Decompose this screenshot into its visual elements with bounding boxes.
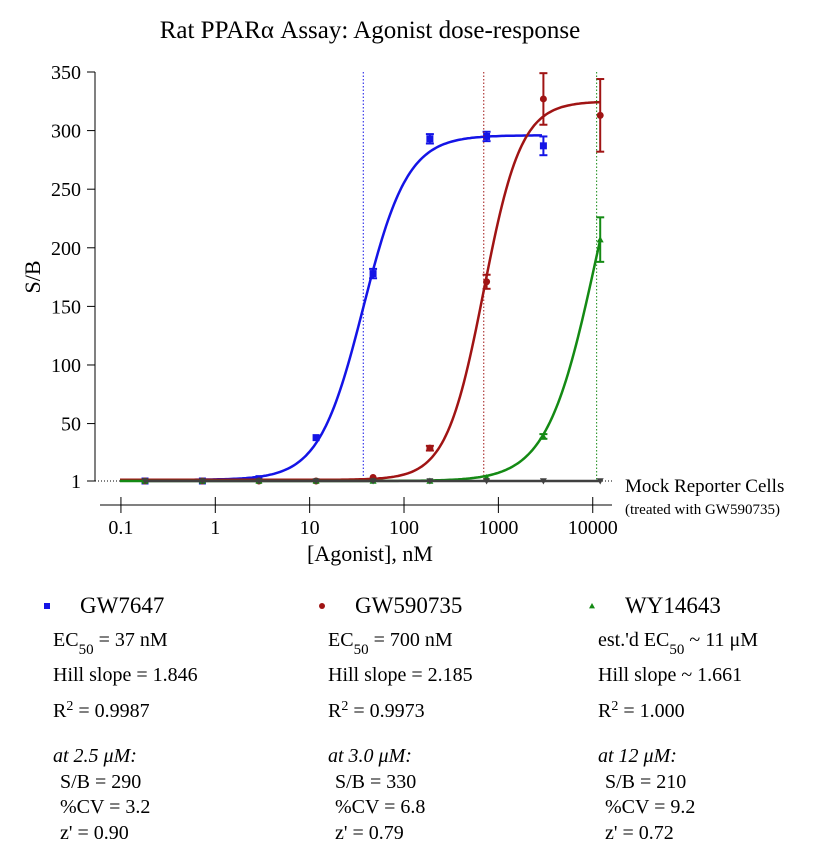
- stat-line: S/B = 330: [335, 771, 416, 793]
- stat-line: at 12 μM:: [598, 745, 677, 767]
- x-axis-label: [Agonist], nM: [307, 541, 433, 566]
- stat-text: = 0.9973: [348, 700, 424, 722]
- data-point: [596, 236, 604, 243]
- stat-text: R: [598, 700, 612, 722]
- data-point: [596, 478, 604, 485]
- data-point: [539, 432, 547, 440]
- data-point: [198, 478, 206, 485]
- x-tick-label: 100: [389, 517, 419, 539]
- stat-script: 2: [66, 699, 73, 714]
- x-tick-label: 0.1: [108, 517, 133, 539]
- data-point: [312, 478, 320, 485]
- y-tick-label: 1: [71, 471, 81, 493]
- stat-line: R2 = 1.000: [598, 699, 685, 723]
- stat-text: = 1.000: [618, 700, 684, 722]
- x-tick-label: 1: [210, 517, 220, 539]
- stat-text: est.'d EC: [598, 629, 669, 651]
- legend-label: WY14643: [625, 593, 721, 618]
- stat-line: EC50 = 37 nM: [53, 629, 168, 658]
- data-point: [539, 95, 547, 103]
- stat-script: 50: [669, 642, 684, 658]
- data-point: [255, 478, 263, 485]
- stat-script: 50: [354, 642, 369, 658]
- stat-line: S/B = 290: [60, 771, 141, 793]
- data-point: [483, 132, 491, 140]
- stat-script: 2: [611, 699, 618, 714]
- y-tick-label: 50: [61, 414, 81, 436]
- series-note: (treated with GW590735): [625, 502, 780, 518]
- stat-line: Hill slope = 1.846: [53, 664, 198, 686]
- fit-curve: [120, 100, 601, 482]
- stat-line: %CV = 9.2: [605, 796, 695, 818]
- data-point: [141, 478, 149, 485]
- stat-line: z' = 0.90: [60, 822, 129, 844]
- stat-line: Hill slope = 2.185: [328, 664, 473, 686]
- stat-line: %CV = 3.2: [60, 796, 150, 818]
- y-axis-label: S/B: [20, 260, 45, 293]
- stat-script: 2: [341, 699, 348, 714]
- fit-curve: [120, 240, 602, 483]
- y-tick-label: 300: [51, 121, 81, 143]
- x-tick-label: 10: [300, 517, 320, 539]
- data-point: [596, 111, 604, 119]
- legend-marker: [44, 603, 50, 609]
- y-tick-label: 250: [51, 179, 81, 201]
- data-point: [426, 444, 434, 452]
- y-tick-label: 350: [51, 62, 81, 84]
- stat-text: ~ 11 μM: [684, 629, 758, 651]
- stat-text: R: [53, 700, 67, 722]
- data-point: [539, 142, 547, 150]
- chart-title: Rat PPARα Assay: Agonist dose-response: [160, 17, 581, 44]
- stat-text: EC: [328, 629, 354, 651]
- data-point: [483, 478, 491, 485]
- series-label: Mock Reporter Cells: [625, 476, 784, 497]
- stat-text: EC: [53, 629, 79, 651]
- y-tick-label: 150: [51, 296, 81, 318]
- y-tick-label: 200: [51, 238, 81, 260]
- stat-text: = 0.9987: [73, 700, 149, 722]
- stat-line: Hill slope ~ 1.661: [598, 664, 742, 686]
- legend-label: GW590735: [355, 593, 462, 618]
- stat-line: EC50 = 700 nM: [328, 629, 453, 658]
- stat-line: R2 = 0.9987: [53, 699, 150, 723]
- stat-line: %CV = 6.8: [335, 796, 425, 818]
- legend-marker: [589, 603, 595, 609]
- stat-line: z' = 0.72: [605, 822, 674, 844]
- stat-text: R: [328, 700, 342, 722]
- legend-marker: [319, 603, 325, 609]
- data-point: [426, 478, 434, 485]
- stat-line: S/B = 210: [605, 771, 686, 793]
- data-point: [369, 270, 377, 278]
- stat-line: est.'d EC50 ~ 11 μM: [598, 629, 758, 658]
- data-point: [426, 135, 434, 143]
- y-tick-label: 100: [51, 355, 81, 377]
- fit-curve: [120, 134, 542, 482]
- legend-label: GW7647: [80, 593, 164, 618]
- x-tick-label: 10000: [568, 517, 618, 539]
- stat-text: = 37 nM: [94, 629, 168, 651]
- stat-script: 50: [79, 642, 94, 658]
- stat-line: R2 = 0.9973: [328, 699, 425, 723]
- data-point: [312, 434, 320, 442]
- stat-line: at 2.5 μM:: [53, 745, 137, 767]
- data-point: [483, 278, 491, 286]
- stat-text: = 700 nM: [369, 629, 453, 651]
- stat-line: at 3.0 μM:: [328, 745, 412, 767]
- data-point: [369, 478, 377, 485]
- stat-line: z' = 0.79: [335, 822, 404, 844]
- data-point: [539, 478, 547, 485]
- x-tick-label: 1000: [478, 517, 518, 539]
